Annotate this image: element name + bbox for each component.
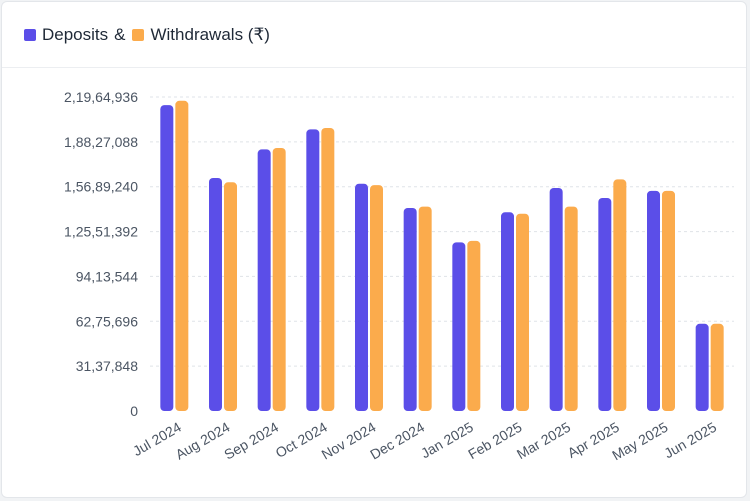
y-tick-label: 2,19,64,936 xyxy=(64,89,138,105)
bar-deposits[interactable] xyxy=(549,187,563,411)
bar-deposits[interactable] xyxy=(209,177,222,411)
chart-legend: Deposits & Withdrawals (₹) xyxy=(24,25,270,45)
y-tick-label: 0 xyxy=(130,403,138,419)
x-tick-label: Sep 2024 xyxy=(221,419,281,463)
bar-deposits[interactable] xyxy=(598,197,612,411)
x-tick-label: Feb 2025 xyxy=(465,419,524,463)
legend-label-deposits: Deposits xyxy=(42,24,109,44)
legend-label-withdrawals: Withdrawals (₹) xyxy=(150,24,270,44)
bar-deposits[interactable] xyxy=(501,212,514,411)
bar-withdrawals[interactable] xyxy=(710,323,724,411)
legend-item-withdrawals[interactable]: Withdrawals (₹) xyxy=(132,24,270,45)
x-tick-label: Aug 2024 xyxy=(173,419,233,463)
bar-deposits[interactable] xyxy=(160,105,174,411)
y-tick-label: 1,56,89,240 xyxy=(64,179,138,195)
x-tick-label: Dec 2024 xyxy=(367,419,427,463)
x-tick-label: Jun 2025 xyxy=(661,419,719,462)
bar-withdrawals[interactable] xyxy=(516,213,529,411)
bar-withdrawals[interactable] xyxy=(418,206,432,411)
bar-deposits[interactable] xyxy=(452,242,466,411)
bar-deposits[interactable] xyxy=(257,149,271,411)
bar-withdrawals[interactable] xyxy=(175,100,189,411)
bar-deposits[interactable] xyxy=(695,323,709,411)
y-tick-label: 62,75,696 xyxy=(76,313,138,329)
bar-withdrawals[interactable] xyxy=(370,185,383,411)
bar-deposits[interactable] xyxy=(306,129,320,411)
bar-withdrawals[interactable] xyxy=(564,206,578,411)
bar-deposits[interactable] xyxy=(403,208,417,411)
y-tick-label: 1,25,51,392 xyxy=(64,224,138,240)
legend-item-deposits[interactable]: Deposits xyxy=(24,25,108,45)
x-tick-label: Mar 2025 xyxy=(514,419,573,463)
bar-withdrawals[interactable] xyxy=(272,147,286,411)
bar-deposits[interactable] xyxy=(355,183,368,411)
legend-swatch-withdrawals xyxy=(132,28,145,41)
card-header: Deposits & Withdrawals (₹) xyxy=(2,2,746,68)
y-tick-label: 94,13,544 xyxy=(76,268,138,284)
x-tick-label: May 2025 xyxy=(609,419,670,464)
bar-withdrawals[interactable] xyxy=(613,179,627,411)
bar-withdrawals[interactable] xyxy=(224,182,237,411)
legend-swatch-deposits xyxy=(24,28,36,41)
bar-withdrawals[interactable] xyxy=(321,127,335,412)
bar-withdrawals[interactable] xyxy=(467,240,481,411)
bar-withdrawals[interactable] xyxy=(662,190,675,411)
y-tick-label: 31,37,848 xyxy=(76,358,138,374)
y-tick-label: 1,88,27,088 xyxy=(64,134,138,150)
x-tick-label: Nov 2024 xyxy=(319,419,379,463)
legend-separator: & xyxy=(114,24,126,44)
bar-deposits[interactable] xyxy=(647,190,660,411)
x-tick-label: Jan 2025 xyxy=(418,419,476,462)
